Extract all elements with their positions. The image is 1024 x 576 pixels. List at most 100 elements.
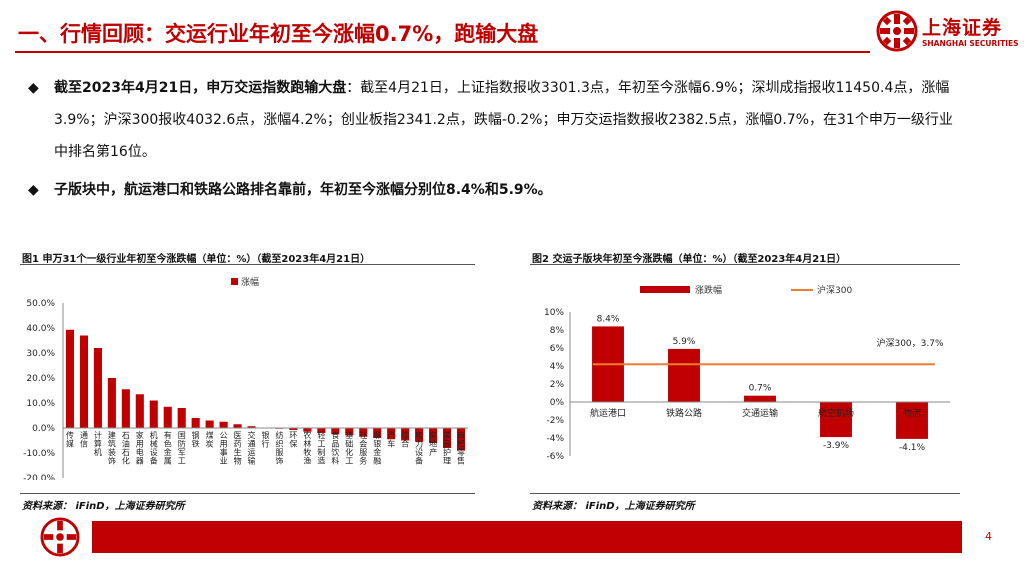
bar: [415, 428, 424, 442]
bar: [121, 389, 130, 428]
bar: [401, 428, 410, 441]
bullet-1-bold: 截至2023年4月21日，申万交运指数跑输大盘: [54, 80, 347, 96]
x-tick-label: 商贸零售: [457, 430, 465, 466]
x-tick-label: 机械设备: [150, 430, 158, 466]
bar: [668, 348, 700, 402]
data-label: 0.7%: [749, 384, 772, 394]
bar: [303, 428, 312, 432]
bar: [191, 418, 200, 428]
bar: [317, 428, 326, 433]
legend-swatch-bar: [640, 286, 690, 293]
y-tick-label: 50.0%: [26, 299, 55, 309]
y-tick-label: 10%: [544, 308, 564, 318]
data-label: 8.4%: [597, 314, 620, 324]
x-tick-label: 房地产: [429, 430, 437, 457]
bar: [233, 424, 242, 428]
legend-swatch: [231, 278, 238, 285]
reference-line-label: 沪深300，3.7%: [876, 337, 943, 349]
bullet-1: ◆ 截至2023年4月21日，申万交运指数跑输大盘：截至4月21日，上证指数报收…: [28, 72, 963, 168]
figure1-bottom-rule: [20, 493, 475, 494]
bullet-2-bold: 子版块中，航运港口和铁路公路排名靠前，年初至今涨幅分别位8.4%和5.9%。: [54, 182, 552, 198]
bullet-2: ◆ 子版块中，航运港口和铁路公路排名靠前，年初至今涨幅分别位8.4%和5.9%。: [28, 174, 963, 206]
figure1-top-rule: [20, 264, 475, 265]
bar: [331, 428, 340, 435]
y-tick-label: 30.0%: [26, 349, 55, 359]
y-tick-label: 40.0%: [26, 324, 55, 334]
figure2-bottom-rule: [530, 493, 960, 494]
x-tick-label: 非银金融: [373, 430, 381, 466]
logo-emblem-icon: [876, 10, 918, 52]
x-tick-label: 钢铁: [192, 430, 200, 449]
bar: [744, 395, 776, 402]
x-tick-label: 交通运输: [742, 407, 778, 419]
logo-subtext: SHANGHAI SECURITIES: [922, 39, 1019, 48]
logo-text: 上海证券: [922, 17, 1003, 39]
bullet-1-text: ：截至4月21日，上证指数报收3301.3点，年初至今涨幅6.9%；深圳成指报收…: [54, 80, 953, 160]
bar: [93, 348, 102, 428]
x-tick-label: 环保: [289, 431, 297, 449]
x-tick-label: 纺织服饰: [275, 430, 283, 466]
x-tick-label: 传媒: [66, 430, 74, 449]
figure1-title: 图1 申万31个一级行业年初至今涨跌幅（单位：%）（截至2023年4月21日）: [22, 254, 371, 265]
x-tick-label: 银行: [262, 430, 270, 449]
y-tick-label: 6%: [550, 344, 565, 354]
figure2-source: 资料来源： iFinD，上海证券研究所: [532, 501, 695, 512]
x-tick-label: 煤炭: [206, 430, 214, 449]
bar: [247, 426, 256, 428]
x-tick-label: 食品饮料: [331, 430, 339, 466]
y-tick-label: 10.0%: [26, 399, 55, 409]
x-tick-label: 国防军工: [178, 431, 186, 466]
x-tick-label: 航运港口: [590, 407, 626, 419]
bar: [820, 402, 852, 438]
x-tick-label: 美容护理: [443, 430, 451, 466]
bar: [429, 428, 438, 443]
y-tick-label: 0.0%: [32, 424, 55, 434]
x-tick-label: 计算机: [94, 430, 102, 457]
bar: [387, 428, 396, 440]
chart-industry-returns: 涨幅 50.0% 40.0% 30.0% 20.0% 10.0% 0.0% -10.0% -20…: [23, 276, 468, 480]
bar: [345, 428, 354, 436]
y-tick-label: -6%: [546, 452, 564, 462]
x-tick-label: 基础化工: [345, 430, 353, 466]
y-tick-label: -10.0%: [23, 449, 55, 459]
bar: [65, 329, 75, 428]
x-tick-label: 公用事业: [220, 431, 228, 466]
y-tick-label: 2%: [550, 380, 565, 390]
x-tick-label: 通信: [80, 430, 88, 449]
bar: [289, 428, 298, 430]
x-tick-label: 医药生物: [234, 431, 242, 466]
y-tick-label: 0%: [550, 398, 565, 408]
summary-bullets: ◆ 截至2023年4月21日，申万交运指数跑输大盘：截至4月21日，上证指数报收…: [28, 72, 963, 206]
x-tick-label: 汽车: [387, 430, 395, 449]
x-tick-label: 综合: [401, 430, 409, 449]
brand-logo: 上海证券 SHANGHAI SECURITIES: [876, 8, 1019, 54]
bar: [896, 402, 928, 439]
bar: [163, 406, 172, 428]
bar: [359, 428, 368, 437]
data-label: -3.9%: [823, 441, 850, 451]
page-title: 一、行情回顾：交运行业年初至今涨幅0.7%，跑输大盘: [18, 22, 539, 46]
data-label: -4.1%: [899, 443, 926, 453]
footer-emblem-icon: [40, 517, 80, 557]
bar: [79, 335, 88, 428]
bar: [456, 428, 466, 451]
bar: [205, 420, 214, 428]
legend-label-line: 沪深300: [817, 284, 852, 296]
data-label: 5.9%: [673, 337, 696, 347]
x-tick-label: 轻工制造: [317, 430, 325, 466]
x-tick-label: 铁路公路: [666, 407, 702, 419]
bar: [177, 408, 186, 428]
x-tick-label: 交通运输: [248, 430, 256, 466]
y-tick-label: -20.0%: [23, 474, 55, 480]
title-divider: [15, 51, 870, 53]
bar: [219, 421, 228, 428]
y-tick-label: -4%: [546, 434, 564, 444]
figure2-title: 图2 交运子版块年初至今涨跌幅（单位：%）（截至2023年4月21日）: [532, 254, 847, 265]
bar: [443, 428, 452, 448]
diamond-bullet-icon: ◆: [28, 80, 39, 96]
x-tick-label: 农林牧渔: [303, 430, 311, 466]
x-tick-label: 建筑装饰: [108, 430, 116, 466]
bar: [149, 400, 158, 428]
x-tick-label: 航空机场: [818, 407, 854, 419]
bar: [135, 394, 144, 428]
